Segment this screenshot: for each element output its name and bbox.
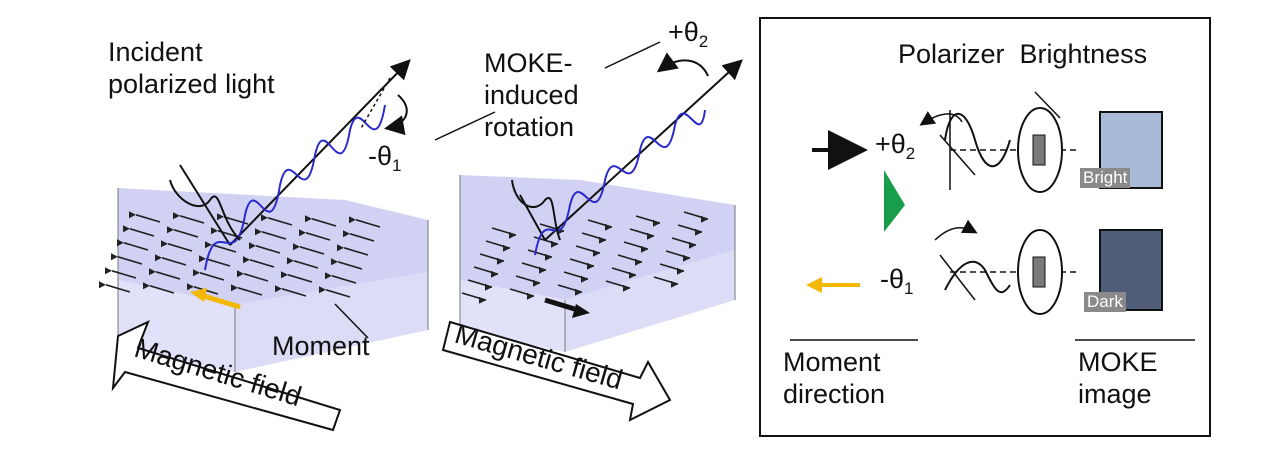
moment-arrow (331, 275, 357, 284)
right-moment-arrows (461, 211, 709, 304)
moment-leader (334, 303, 369, 339)
moment-arrow (167, 243, 193, 252)
right-highlight-moment (544, 297, 579, 313)
moment-arrow (299, 246, 325, 255)
left-sample (99, 59, 429, 372)
left-highlight-moment (199, 292, 241, 310)
moment-label: Moment (272, 331, 370, 361)
moment-arrow (149, 285, 175, 294)
theta-minus-1-label: -θ1 (368, 141, 402, 175)
green-marker (884, 170, 905, 232)
moment-arrow (123, 242, 149, 251)
bright-tag: Bright (1080, 168, 1131, 188)
moment-arrow (161, 257, 187, 266)
moment-arrow (173, 229, 199, 238)
moment-arrow (211, 244, 237, 253)
moment-arrow (111, 270, 137, 279)
right-slab-side (565, 250, 735, 352)
incident-label: Incident polarized light (108, 37, 275, 99)
polarizer-panel-frame (759, 17, 1211, 437)
moment-arrow (117, 256, 143, 265)
moment-arrow (255, 245, 281, 254)
dark-tag: Dark (1084, 292, 1126, 312)
moment-arrow (349, 233, 375, 242)
moke-leader-left (434, 111, 496, 141)
moment-arrow (305, 232, 331, 241)
moke-leader-right (604, 41, 661, 69)
moment-arrow (325, 289, 351, 298)
panel-theta-minus: -θ1 (880, 264, 914, 298)
left-slab-side (235, 272, 428, 372)
moment-arrow (311, 218, 337, 227)
moment-arrow (179, 215, 205, 224)
magnetic-field-arrow-right (441, 320, 672, 422)
moment-arrow (343, 247, 369, 256)
left-light-wave (204, 104, 386, 271)
moment-arrow (135, 214, 161, 223)
moment-arrow (249, 259, 275, 268)
right-light-wave (534, 109, 706, 256)
moke-image-label: MOKE image (1078, 347, 1158, 409)
moment-arrow (129, 228, 155, 237)
moment-arrow (105, 284, 131, 293)
panel-header: Polarizer Brightness (898, 39, 1148, 69)
moment-arrow (243, 273, 269, 282)
moke-rotation-label: MOKE- induced rotation (484, 48, 579, 142)
moment-arrow (287, 274, 313, 283)
moment-direction-label: Moment direction (783, 347, 886, 409)
moment-arrow (293, 260, 319, 269)
panel-theta-plus: +θ2 (875, 129, 916, 163)
moment-arrow (267, 217, 293, 226)
moment-arrow (237, 287, 263, 296)
moment-arrow (355, 219, 381, 228)
theta-plus-2-label: +θ2 (668, 17, 709, 51)
moment-arrow (281, 288, 307, 297)
moment-arrow (337, 261, 363, 270)
moment-arrow (155, 271, 181, 280)
moment-arrow (205, 258, 231, 267)
magnetic-field-arrow-left (111, 320, 342, 432)
left-slab-front (118, 280, 235, 372)
moment-arrow (199, 272, 225, 281)
moment-arrow (261, 231, 287, 240)
